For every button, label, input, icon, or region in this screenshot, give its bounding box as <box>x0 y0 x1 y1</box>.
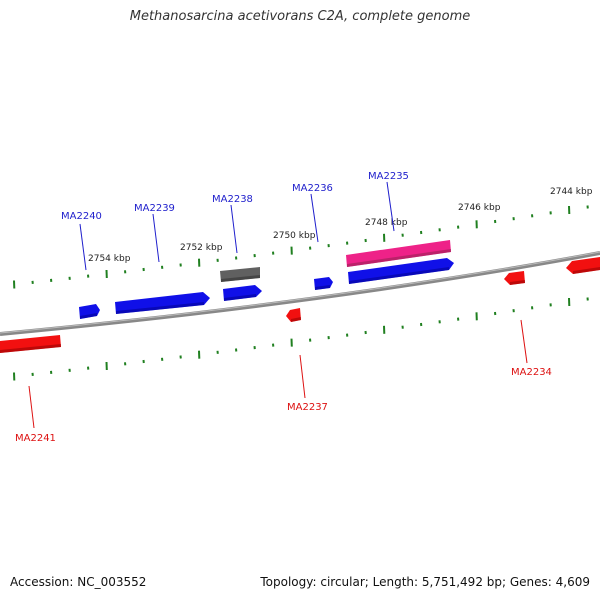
gene-label-ma2236[interactable]: MA2236 <box>292 183 333 194</box>
gene-label-ma2234[interactable]: MA2234 <box>511 367 552 378</box>
gene-label-ma2240[interactable]: MA2240 <box>61 211 102 222</box>
genome-backbone-highlight <box>0 251 600 334</box>
pseudogene-ma2238[interactable] <box>220 267 260 282</box>
gene-ma2236[interactable] <box>314 277 333 290</box>
label-leader-lines <box>28 181 528 429</box>
outer-scale-ticks <box>13 205 589 289</box>
scale-label-2750: 2750 kbp <box>273 231 316 241</box>
genome-summary: Topology: circular; Length: 5,751,492 bp… <box>260 575 590 589</box>
scale-label-2752: 2752 kbp <box>180 243 223 253</box>
gene-ma2237[interactable] <box>286 308 301 322</box>
map-title: Methanosarcina acetivorans C2A, complete… <box>129 9 471 24</box>
gene-ma2238[interactable] <box>223 285 262 301</box>
gene-ma2239[interactable] <box>115 292 210 314</box>
gene-label-ma2241[interactable]: MA2241 <box>15 433 56 444</box>
accession-label: Accession: NC_003552 <box>10 575 147 589</box>
gene-partial-right[interactable] <box>566 257 600 274</box>
gene-label-ma2237[interactable]: MA2237 <box>287 402 328 413</box>
gene-ma2235[interactable] <box>348 258 454 284</box>
scale-label-2754: 2754 kbp <box>88 254 131 264</box>
scale-label-2746: 2746 kbp <box>458 203 501 213</box>
inner-scale-ticks <box>13 297 589 381</box>
rna-gene-ma2235[interactable] <box>346 240 451 267</box>
gene-label-ma2235[interactable]: MA2235 <box>368 171 409 182</box>
gene-label-ma2238[interactable]: MA2238 <box>212 194 253 205</box>
genome-backbone <box>0 251 600 336</box>
scale-label-2748: 2748 kbp <box>365 218 408 228</box>
gene-label-ma2239[interactable]: MA2239 <box>134 203 175 214</box>
gene-ma2240[interactable] <box>79 304 100 319</box>
gene-ma2241[interactable] <box>0 335 61 353</box>
scale-label-2744: 2744 kbp <box>550 187 593 197</box>
gene-ma2234[interactable] <box>504 271 525 285</box>
